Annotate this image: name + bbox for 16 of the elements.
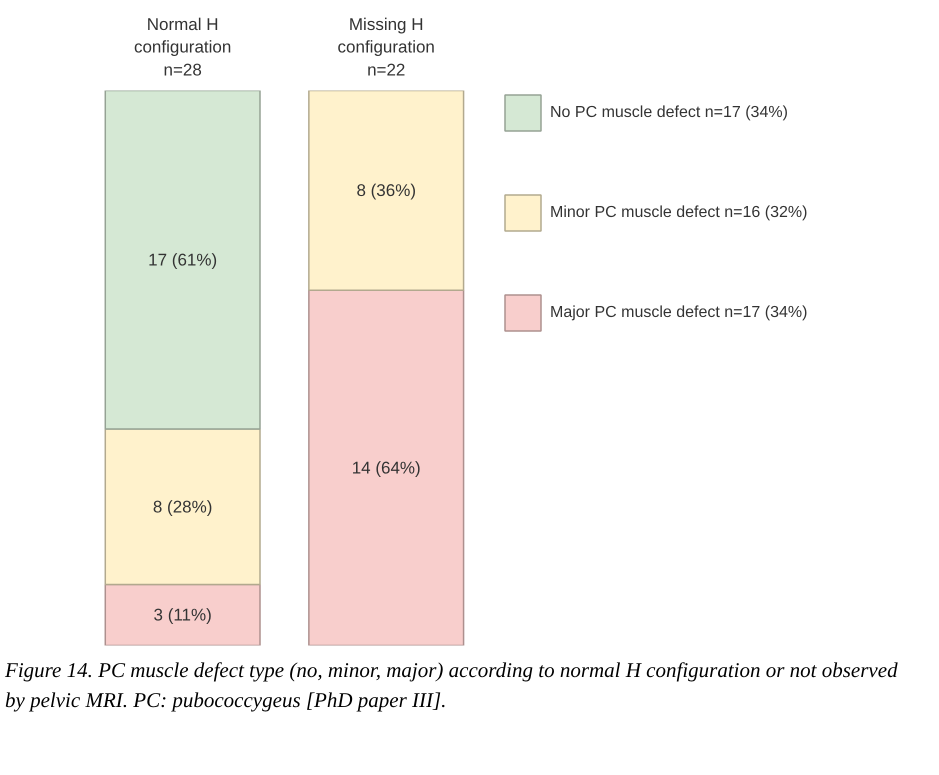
x-tick-label: Normal H configuration n=28	[134, 14, 232, 80]
x-tick-label: Missing H configuration n=22	[338, 14, 435, 80]
data-label: 8 (36%)	[356, 180, 416, 200]
data-label: 14 (64%)	[352, 458, 421, 478]
legend-label: Major PC muscle defect n=17 (34%)	[550, 304, 808, 322]
legend-label: Minor PC muscle defect n=16 (32%)	[550, 204, 808, 222]
bar	[308, 90, 464, 292]
bar	[104, 428, 261, 586]
data-label: 17 (61%)	[148, 250, 218, 270]
bar	[104, 584, 261, 646]
caption: Figure 14. PC muscle defect type (no, minor, major) according to normal H configuration or not observed by pelvic MRI. PC: pubococcygeus [PhD paper III].	[5, 657, 899, 714]
data-label: 8 (28%)	[152, 497, 212, 516]
legend-label: No PC muscle defect n=17 (34%)	[550, 104, 788, 122]
data-label: 3 (11%)	[154, 605, 212, 624]
bar	[308, 290, 464, 646]
bar	[104, 90, 261, 430]
